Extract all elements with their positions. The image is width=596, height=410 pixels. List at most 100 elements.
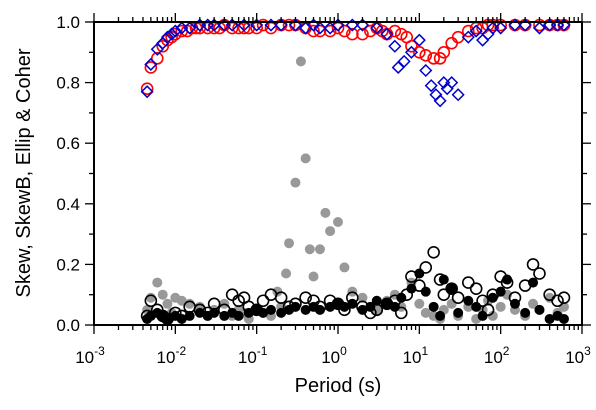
data-point xyxy=(314,304,325,315)
data-point xyxy=(274,291,288,305)
data-point xyxy=(237,18,251,32)
data-point xyxy=(140,82,154,95)
data-point xyxy=(433,94,447,108)
data-point xyxy=(364,24,377,38)
data-point xyxy=(528,277,539,288)
data-point xyxy=(323,24,337,38)
data-point xyxy=(300,304,311,315)
data-point xyxy=(533,267,546,280)
data-point xyxy=(453,307,464,318)
data-point xyxy=(225,288,239,302)
data-point xyxy=(184,298,195,309)
data-point xyxy=(438,274,449,285)
data-point xyxy=(320,207,331,218)
data-point xyxy=(446,283,457,294)
data-point xyxy=(543,288,556,302)
data-point xyxy=(145,292,156,303)
y-tick-label: 0.4 xyxy=(56,195,80,214)
data-point xyxy=(557,18,571,32)
data-point xyxy=(469,24,483,38)
data-point xyxy=(526,258,540,271)
data-point xyxy=(290,301,301,312)
data-point xyxy=(225,18,239,32)
y-tick-label: 0.0 xyxy=(56,316,80,335)
data-point xyxy=(347,298,358,309)
data-point xyxy=(162,313,173,324)
data-point xyxy=(194,307,205,318)
data-point xyxy=(405,39,418,53)
x-tick-label: 101 xyxy=(403,344,429,367)
axes: 10-3 10-2 10-1 100 101 102 103 0.0 0.2 0.4 0.6 0.8 1… xyxy=(56,13,591,367)
data-point xyxy=(461,30,475,44)
data-point xyxy=(314,244,325,255)
data-point xyxy=(288,18,303,32)
data-point xyxy=(528,298,539,309)
data-point xyxy=(551,294,564,308)
data-point xyxy=(176,313,187,324)
data-point xyxy=(397,54,411,68)
data-point xyxy=(437,288,451,302)
data-point xyxy=(518,18,532,32)
x-axis-label: Period (s) xyxy=(295,375,382,397)
data-point xyxy=(256,18,270,32)
data-point xyxy=(414,268,425,279)
data-point xyxy=(419,261,433,274)
data-point xyxy=(413,45,426,59)
data-point xyxy=(313,21,327,35)
data-point xyxy=(469,282,483,295)
data-point xyxy=(389,301,400,312)
data-point xyxy=(487,292,498,303)
data-point xyxy=(520,307,531,318)
data-point xyxy=(304,244,315,255)
x-tick-label: 10-3 xyxy=(75,344,105,367)
data-point xyxy=(558,313,569,324)
data-point xyxy=(339,262,350,273)
data-point xyxy=(325,301,336,312)
data-point xyxy=(165,27,179,41)
data-point xyxy=(396,292,407,303)
data-point xyxy=(462,276,475,289)
data-point xyxy=(144,57,158,71)
y-axis-label: Skew, SkewB, Ellip & Coher xyxy=(13,48,35,297)
data-point xyxy=(557,291,571,305)
data-point xyxy=(355,18,370,32)
data-point xyxy=(391,60,405,75)
data-point xyxy=(451,88,465,102)
data-point xyxy=(420,286,431,297)
data-point xyxy=(451,291,465,305)
x-tick-label: 10-2 xyxy=(157,344,187,367)
data-point xyxy=(420,307,431,318)
data-point xyxy=(471,301,482,312)
data-point xyxy=(394,306,408,320)
data-point xyxy=(495,286,506,297)
series-0 xyxy=(140,18,571,95)
y-tick-label: 0.8 xyxy=(56,74,80,93)
data-point xyxy=(207,18,221,32)
data-point xyxy=(388,39,402,53)
data-point xyxy=(433,52,447,65)
data-point xyxy=(345,18,359,32)
data-point xyxy=(140,85,154,99)
data-point xyxy=(333,216,343,227)
data-point xyxy=(144,294,158,308)
data-point xyxy=(414,298,425,309)
data-point xyxy=(176,295,187,306)
data-point xyxy=(150,52,164,65)
data-point xyxy=(325,226,336,237)
data-point xyxy=(219,310,230,321)
data-point xyxy=(157,289,168,300)
data-point xyxy=(406,283,417,294)
data-point xyxy=(160,30,175,44)
data-point xyxy=(419,49,433,62)
data-point xyxy=(313,24,327,38)
data-point xyxy=(162,298,173,309)
data-point xyxy=(544,313,555,324)
data-point xyxy=(276,307,287,318)
data-point xyxy=(265,304,276,315)
x-tick-label: 100 xyxy=(321,344,347,367)
data-point xyxy=(428,301,439,312)
x-tick-label: 103 xyxy=(565,344,591,367)
data-point xyxy=(445,76,459,90)
data-point xyxy=(381,298,392,309)
